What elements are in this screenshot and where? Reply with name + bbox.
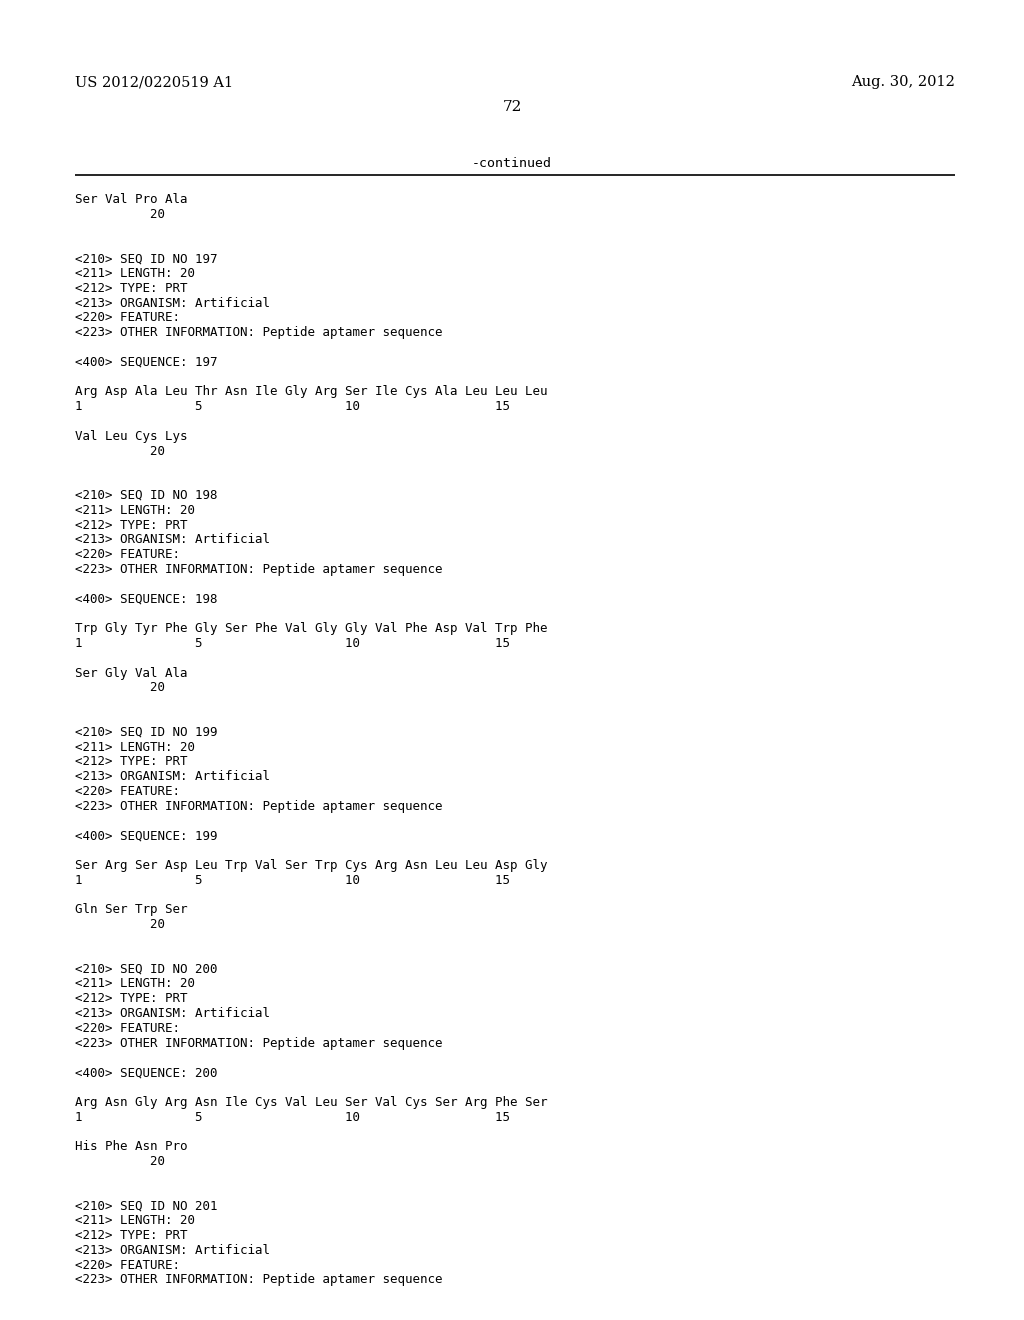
- Text: <220> FEATURE:: <220> FEATURE:: [75, 785, 180, 799]
- Text: <211> LENGTH: 20: <211> LENGTH: 20: [75, 267, 195, 280]
- Text: 1               5                   10                  15: 1 5 10 15: [75, 400, 510, 413]
- Text: <220> FEATURE:: <220> FEATURE:: [75, 312, 180, 325]
- Text: <400> SEQUENCE: 200: <400> SEQUENCE: 200: [75, 1067, 217, 1080]
- Text: Ser Gly Val Ala: Ser Gly Val Ala: [75, 667, 187, 680]
- Text: <212> TYPE: PRT: <212> TYPE: PRT: [75, 281, 187, 294]
- Text: <400> SEQUENCE: 198: <400> SEQUENCE: 198: [75, 593, 217, 606]
- Text: <223> OTHER INFORMATION: Peptide aptamer sequence: <223> OTHER INFORMATION: Peptide aptamer…: [75, 326, 442, 339]
- Text: <211> LENGTH: 20: <211> LENGTH: 20: [75, 741, 195, 754]
- Text: <400> SEQUENCE: 197: <400> SEQUENCE: 197: [75, 356, 217, 368]
- Text: 20: 20: [75, 445, 165, 458]
- Text: 72: 72: [503, 100, 521, 114]
- Text: Ser Val Pro Ala: Ser Val Pro Ala: [75, 193, 187, 206]
- Text: Arg Asp Ala Leu Thr Asn Ile Gly Arg Ser Ile Cys Ala Leu Leu Leu: Arg Asp Ala Leu Thr Asn Ile Gly Arg Ser …: [75, 385, 548, 399]
- Text: <220> FEATURE:: <220> FEATURE:: [75, 1022, 180, 1035]
- Text: 20: 20: [75, 207, 165, 220]
- Text: <210> SEQ ID NO 198: <210> SEQ ID NO 198: [75, 488, 217, 502]
- Text: <213> ORGANISM: Artificial: <213> ORGANISM: Artificial: [75, 533, 270, 546]
- Text: <213> ORGANISM: Artificial: <213> ORGANISM: Artificial: [75, 1243, 270, 1257]
- Text: <210> SEQ ID NO 199: <210> SEQ ID NO 199: [75, 726, 217, 739]
- Text: Aug. 30, 2012: Aug. 30, 2012: [851, 75, 955, 88]
- Text: Val Leu Cys Lys: Val Leu Cys Lys: [75, 430, 187, 442]
- Text: <210> SEQ ID NO 197: <210> SEQ ID NO 197: [75, 252, 217, 265]
- Text: <212> TYPE: PRT: <212> TYPE: PRT: [75, 755, 187, 768]
- Text: 1               5                   10                  15: 1 5 10 15: [75, 1110, 510, 1123]
- Text: <212> TYPE: PRT: <212> TYPE: PRT: [75, 1229, 187, 1242]
- Text: Trp Gly Tyr Phe Gly Ser Phe Val Gly Gly Val Phe Asp Val Trp Phe: Trp Gly Tyr Phe Gly Ser Phe Val Gly Gly …: [75, 622, 548, 635]
- Text: <400> SEQUENCE: 199: <400> SEQUENCE: 199: [75, 829, 217, 842]
- Text: <223> OTHER INFORMATION: Peptide aptamer sequence: <223> OTHER INFORMATION: Peptide aptamer…: [75, 800, 442, 813]
- Text: His Phe Asn Pro: His Phe Asn Pro: [75, 1140, 187, 1154]
- Text: -continued: -continued: [472, 157, 552, 170]
- Text: <210> SEQ ID NO 201: <210> SEQ ID NO 201: [75, 1200, 217, 1212]
- Text: <213> ORGANISM: Artificial: <213> ORGANISM: Artificial: [75, 297, 270, 310]
- Text: Gln Ser Trp Ser: Gln Ser Trp Ser: [75, 903, 187, 916]
- Text: <213> ORGANISM: Artificial: <213> ORGANISM: Artificial: [75, 1007, 270, 1020]
- Text: Arg Asn Gly Arg Asn Ile Cys Val Leu Ser Val Cys Ser Arg Phe Ser: Arg Asn Gly Arg Asn Ile Cys Val Leu Ser …: [75, 1096, 548, 1109]
- Text: 1               5                   10                  15: 1 5 10 15: [75, 874, 510, 887]
- Text: <223> OTHER INFORMATION: Peptide aptamer sequence: <223> OTHER INFORMATION: Peptide aptamer…: [75, 1036, 442, 1049]
- Text: <211> LENGTH: 20: <211> LENGTH: 20: [75, 1214, 195, 1228]
- Text: US 2012/0220519 A1: US 2012/0220519 A1: [75, 75, 233, 88]
- Text: 1               5                   10                  15: 1 5 10 15: [75, 638, 510, 649]
- Text: <220> FEATURE:: <220> FEATURE:: [75, 1258, 180, 1271]
- Text: <211> LENGTH: 20: <211> LENGTH: 20: [75, 504, 195, 517]
- Text: 20: 20: [75, 919, 165, 931]
- Text: 20: 20: [75, 681, 165, 694]
- Text: <223> OTHER INFORMATION: Peptide aptamer sequence: <223> OTHER INFORMATION: Peptide aptamer…: [75, 564, 442, 576]
- Text: <211> LENGTH: 20: <211> LENGTH: 20: [75, 977, 195, 990]
- Text: <223> OTHER INFORMATION: Peptide aptamer sequence: <223> OTHER INFORMATION: Peptide aptamer…: [75, 1274, 442, 1287]
- Text: <212> TYPE: PRT: <212> TYPE: PRT: [75, 519, 187, 532]
- Text: <212> TYPE: PRT: <212> TYPE: PRT: [75, 993, 187, 1006]
- Text: <213> ORGANISM: Artificial: <213> ORGANISM: Artificial: [75, 770, 270, 783]
- Text: 20: 20: [75, 1155, 165, 1168]
- Text: <220> FEATURE:: <220> FEATURE:: [75, 548, 180, 561]
- Text: <210> SEQ ID NO 200: <210> SEQ ID NO 200: [75, 962, 217, 975]
- Text: Ser Arg Ser Asp Leu Trp Val Ser Trp Cys Arg Asn Leu Leu Asp Gly: Ser Arg Ser Asp Leu Trp Val Ser Trp Cys …: [75, 859, 548, 873]
